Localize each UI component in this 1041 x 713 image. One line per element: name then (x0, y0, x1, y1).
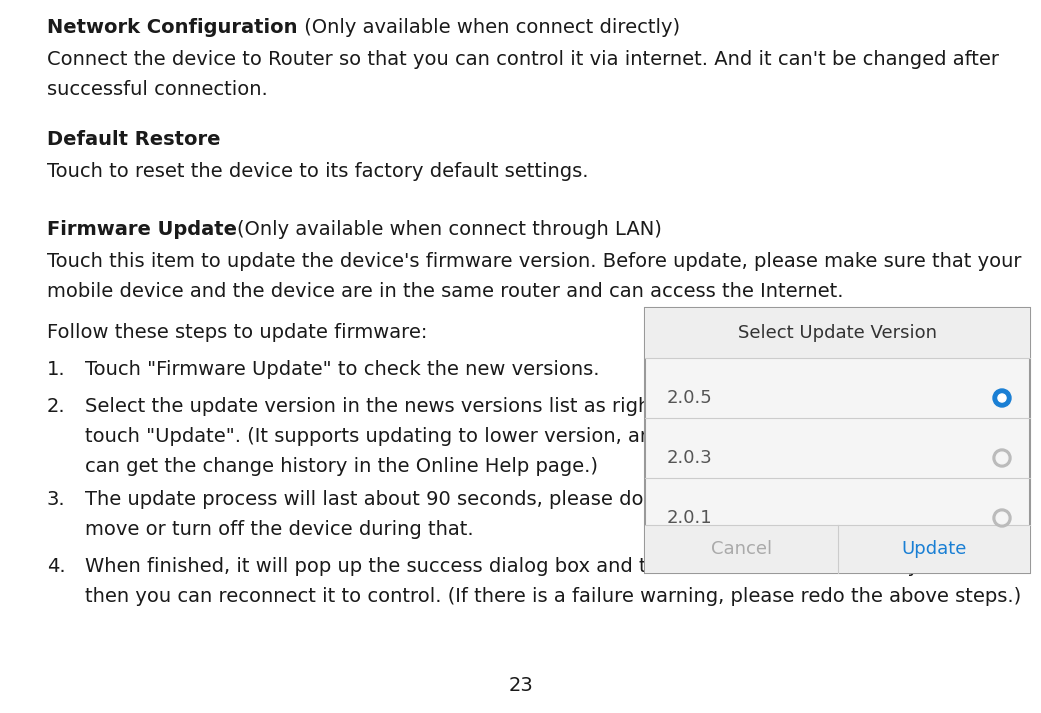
Text: Network Configuration: Network Configuration (47, 18, 298, 37)
Circle shape (996, 452, 1008, 464)
Text: Cancel: Cancel (711, 540, 771, 558)
Text: successful connection.: successful connection. (47, 80, 268, 99)
Text: move or turn off the device during that.: move or turn off the device during that. (85, 520, 474, 539)
Text: (Only available when connect directly): (Only available when connect directly) (298, 18, 680, 37)
Text: Touch "Firmware Update" to check the new versions.: Touch "Firmware Update" to check the new… (85, 360, 600, 379)
Text: 3.: 3. (47, 490, 66, 509)
Text: 23: 23 (508, 676, 533, 695)
Circle shape (998, 394, 1006, 402)
Text: The update process will last about 90 seconds, please don't: The update process will last about 90 se… (85, 490, 668, 509)
Text: When finished, it will pop up the success dialog box and the device will automat: When finished, it will pop up the succes… (85, 557, 996, 576)
Text: 2.0.5: 2.0.5 (667, 389, 713, 407)
Text: Default Restore: Default Restore (47, 130, 221, 149)
Text: Touch to reset the device to its factory default settings.: Touch to reset the device to its factory… (47, 162, 588, 181)
Text: 1.: 1. (47, 360, 66, 379)
Text: 4.: 4. (47, 557, 66, 576)
Text: touch "Update". (It supports updating to lower version, and you: touch "Update". (It supports updating to… (85, 427, 707, 446)
Text: Touch this item to update the device's firmware version. Before update, please m: Touch this item to update the device's f… (47, 252, 1021, 271)
Circle shape (993, 389, 1011, 407)
Text: Select Update Version: Select Update Version (738, 324, 937, 342)
Bar (645, 308, 1030, 358)
Text: (Only available when connect through LAN): (Only available when connect through LAN… (237, 220, 662, 239)
Text: Select the update version in the news versions list as right, then: Select the update version in the news ve… (85, 397, 714, 416)
Circle shape (993, 449, 1011, 467)
Bar (645, 525, 1030, 573)
Text: 2.0.1: 2.0.1 (667, 509, 713, 527)
Text: 2.: 2. (47, 397, 66, 416)
Circle shape (996, 512, 1008, 524)
Text: Connect the device to Router so that you can control it via internet. And it can: Connect the device to Router so that you… (47, 50, 999, 69)
Text: then you can reconnect it to control. (If there is a failure warning, please red: then you can reconnect it to control. (I… (85, 587, 1021, 606)
Text: 2.0.3: 2.0.3 (667, 449, 713, 467)
Text: Follow these steps to update firmware:: Follow these steps to update firmware: (47, 323, 428, 342)
Text: Update: Update (902, 540, 966, 558)
Text: mobile device and the device are in the same router and can access the Internet.: mobile device and the device are in the … (47, 282, 843, 301)
Text: can get the change history in the Online Help page.): can get the change history in the Online… (85, 457, 598, 476)
Text: Firmware Update: Firmware Update (47, 220, 237, 239)
Circle shape (993, 509, 1011, 527)
Bar (645, 308, 1030, 573)
